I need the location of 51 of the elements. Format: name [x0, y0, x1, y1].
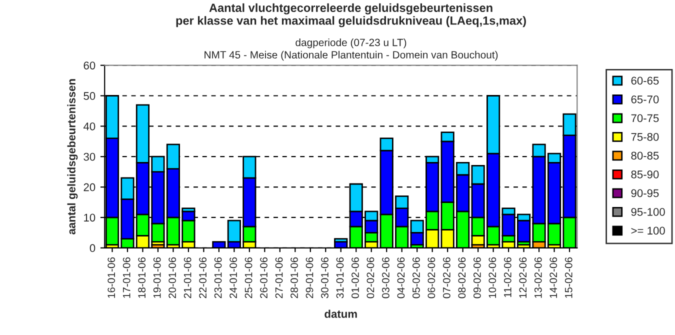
y-tick-label: 50: [84, 92, 96, 100]
x-tick-label: 02-02-06: [366, 257, 374, 298]
x-tick-label: 30-01-06: [321, 257, 328, 298]
x-tick-label: 01-02-06: [352, 257, 359, 298]
x-tick-label: 28-01-06: [290, 257, 298, 298]
legend-label: 95-100: [631, 208, 665, 216]
legend-label: >= 100: [631, 226, 665, 235]
x-tick-label: 03-02-06: [382, 257, 390, 298]
legend-label: 75-80: [631, 133, 659, 141]
chart-subtitle: dagperiode (07-23 u LT) NMT 45 - Meise (Nationale Plantentuin - Domein van Bouchout): [204, 38, 498, 61]
legend-label: 65-70: [631, 96, 659, 104]
x-tick-label: 26-01-06: [260, 257, 268, 298]
x-tick-label: 16-01-06: [108, 257, 116, 298]
legend-label: 80-85: [631, 152, 659, 160]
legend-label: 90-95: [631, 189, 659, 198]
y-tick-label: 30: [84, 152, 96, 161]
x-tick-label: 07-02-06: [442, 257, 450, 298]
x-tick-label: 04-02-06: [397, 257, 405, 298]
x-tick-label: 24-01-06: [230, 257, 237, 298]
x-tick-label: 10-02-06: [488, 257, 496, 298]
legend-label: 60-65: [631, 76, 659, 85]
x-axis-title: datum: [324, 310, 357, 318]
x-tick-label: 17-01-06: [122, 257, 130, 298]
legend-label: 85-90: [631, 170, 659, 178]
x-tick-label: 22-01-06: [199, 257, 206, 298]
chart-title: Aantal vluchtgecorreleerde geluidsgebeurtenissen per klasse van het maximaal geluidsdrukniveau (LAeq,1s,max): [176, 3, 526, 28]
x-tick-label: 20-01-06: [168, 257, 176, 298]
x-tick-label: 13-02-06: [534, 257, 542, 298]
x-tick-label: 18-01-06: [138, 257, 146, 298]
y-axis-title: aantal geluidsgebeurtenissen: [67, 79, 78, 234]
x-tick-label: 27-01-06: [275, 257, 283, 298]
x-tick-label: 31-01-06: [336, 257, 344, 298]
legend-label: 70-75: [631, 114, 659, 122]
x-tick-label: 29-01-06: [306, 257, 314, 298]
y-tick-label: 40: [83, 122, 96, 130]
y-tick-label: 20: [84, 183, 96, 192]
x-tick-label: 11-02-06: [504, 257, 512, 298]
x-tick-label: 15-02-06: [564, 257, 572, 298]
x-tick-label: 06-02-06: [428, 257, 436, 298]
y-tick-label: 0: [90, 244, 96, 252]
y-tick-label: 60: [84, 62, 96, 70]
x-tick-label: 23-01-06: [214, 257, 222, 298]
x-tick-label: 05-02-06: [412, 257, 420, 298]
x-tick-label: 19-01-06: [153, 257, 161, 298]
x-tick-label: 25-01-06: [244, 257, 252, 298]
x-tick-label: 21-01-06: [184, 257, 192, 298]
x-tick-label: 08-02-06: [458, 257, 466, 298]
y-tick-label: 10: [84, 214, 96, 222]
x-tick-label: 12-02-06: [519, 257, 527, 298]
x-tick-label: 14-02-06: [550, 257, 558, 298]
x-tick-label: 09-02-06: [473, 257, 481, 298]
